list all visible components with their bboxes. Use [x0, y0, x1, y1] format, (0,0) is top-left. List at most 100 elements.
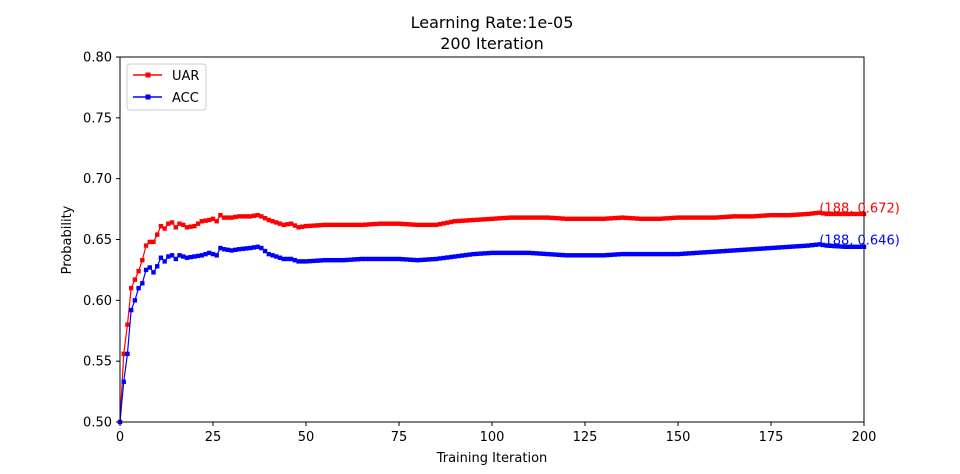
point-uar-94: [467, 218, 472, 223]
point-acc-76: [400, 257, 405, 262]
point-uar-25: [210, 216, 216, 222]
point-uar-49: [300, 224, 305, 229]
point-uar-84: [430, 222, 435, 228]
point-uar-135: [620, 215, 625, 220]
y-tick-label-0: 0.50: [83, 416, 112, 431]
point-acc-13: [166, 254, 171, 259]
point-uar-117: [553, 215, 558, 221]
point-uar-162: [720, 214, 725, 220]
y-tick-label-6: 0.80: [83, 51, 112, 66]
point-uar-186: [809, 211, 815, 216]
point-uar-39: [262, 216, 268, 221]
y-tick-label-3: 0.65: [83, 233, 112, 248]
point-uar-77: [404, 221, 409, 227]
point-acc-102: [497, 250, 502, 256]
point-uar-112: [534, 215, 539, 220]
point-acc-43: [277, 255, 283, 260]
point-uar-103: [500, 215, 506, 221]
point-uar-128: [593, 216, 599, 222]
point-uar-83: [426, 222, 431, 228]
point-uar-40: [266, 217, 271, 223]
point-acc-72: [385, 256, 391, 262]
point-uar-10: [155, 232, 160, 237]
point-uar-183: [798, 212, 803, 217]
point-uar-63: [352, 222, 357, 228]
point-uar-122: [571, 216, 577, 222]
point-acc-16: [177, 253, 182, 258]
point-uar-151: [679, 215, 684, 220]
point-acc-165: [731, 248, 736, 253]
point-uar-152: [683, 215, 688, 220]
point-acc-38: [259, 245, 264, 251]
point-acc-192: [832, 243, 837, 249]
point-uar-60: [341, 222, 346, 228]
point-acc-163: [724, 248, 729, 254]
point-acc-44: [281, 256, 286, 262]
point-acc-60: [341, 257, 346, 263]
point-uar-165: [731, 214, 736, 219]
point-acc-92: [460, 253, 465, 258]
point-uar-132: [608, 216, 614, 221]
point-uar-114: [541, 215, 547, 220]
point-acc-6: [140, 281, 145, 286]
point-uar-180: [787, 212, 792, 218]
point-uar-93: [463, 218, 469, 223]
point-acc-171: [753, 246, 759, 252]
point-uar-99: [486, 216, 491, 222]
point-acc-79: [411, 257, 417, 263]
point-acc-87: [441, 255, 446, 261]
point-acc-56: [326, 257, 331, 263]
point-uar-68: [370, 221, 376, 227]
point-acc-158: [705, 249, 710, 255]
point-uar-153: [686, 215, 692, 220]
point-acc-36: [251, 245, 257, 250]
point-uar-73: [389, 221, 394, 226]
point-acc-105: [508, 250, 513, 256]
point-uar-111: [530, 215, 536, 220]
legend-marker-acc: [145, 94, 151, 100]
point-acc-71: [381, 256, 387, 262]
point-acc-61: [344, 257, 350, 263]
point-uar-19: [188, 224, 193, 229]
point-acc-185: [806, 243, 811, 248]
point-uar-54: [318, 222, 324, 228]
point-uar-187: [813, 210, 818, 216]
point-uar-24: [207, 217, 212, 223]
point-acc-183: [798, 243, 803, 249]
point-acc-132: [608, 252, 614, 258]
point-acc-32: [236, 247, 242, 252]
point-acc-2: [125, 351, 130, 357]
point-uar-110: [527, 215, 532, 220]
point-uar-95: [471, 217, 476, 223]
point-acc-94: [467, 252, 472, 257]
point-acc-65: [359, 256, 364, 262]
point-acc-131: [605, 252, 610, 258]
point-acc-159: [709, 249, 714, 255]
x-tick-label-0: 0: [116, 430, 124, 445]
point-uar-76: [400, 221, 405, 227]
y-tick-label-5: 0.75: [83, 111, 112, 126]
point-uar-85: [434, 222, 439, 228]
series-line-acc: [119, 243, 864, 423]
point-uar-148: [668, 215, 673, 221]
point-acc-107: [515, 250, 521, 256]
point-uar-102: [497, 216, 502, 221]
point-uar-175: [768, 212, 774, 218]
point-uar-33: [240, 214, 245, 219]
legend-marker-uar: [145, 72, 151, 78]
point-acc-47: [292, 257, 298, 263]
series-acc: [117, 242, 867, 425]
point-uar-70: [378, 221, 383, 226]
point-uar-86: [437, 221, 443, 227]
point-uar-7: [143, 243, 149, 248]
annotation-acc-peak: (188, 0.646): [819, 233, 899, 248]
point-acc-70: [378, 256, 383, 262]
point-acc-143: [649, 251, 655, 257]
point-uar-157: [701, 215, 707, 220]
point-acc-46: [288, 256, 294, 262]
point-uar-189: [820, 211, 826, 216]
point-acc-15: [173, 256, 178, 262]
point-acc-127: [590, 253, 595, 258]
point-acc-146: [660, 251, 666, 257]
